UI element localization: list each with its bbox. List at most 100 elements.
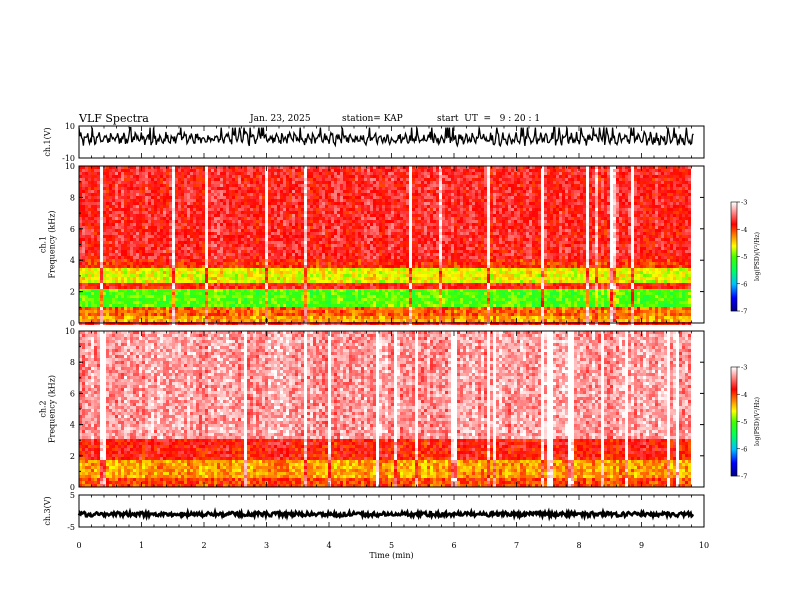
spectrogram-cell (280, 214, 283, 217)
spectrogram-cell (478, 196, 481, 199)
spectrogram-cell (199, 184, 202, 187)
spectrogram-cell (469, 232, 472, 235)
spectrogram-cell (265, 175, 268, 178)
spectrogram-cell (604, 205, 607, 208)
spectrogram-cell (610, 193, 613, 196)
spectrogram-cell (622, 196, 625, 199)
spectrogram-cell (352, 205, 355, 208)
spectrogram-cell (283, 208, 286, 211)
spectrogram-cell (286, 202, 289, 205)
spectrogram-cell (211, 205, 214, 208)
spectrogram-cell (226, 184, 229, 187)
spectrogram-cell (85, 211, 88, 214)
spectrogram-cell (553, 169, 556, 172)
spectrogram-cell (535, 175, 538, 178)
spectrogram-cell (238, 184, 241, 187)
spectrogram-cell (418, 184, 421, 187)
spectrogram-cell (361, 178, 364, 181)
spectrogram-cell (673, 172, 676, 175)
spectrogram-cell (139, 202, 142, 205)
spectrogram-cell (112, 181, 115, 184)
spectrogram-cell (292, 202, 295, 205)
spectrogram-cell (208, 190, 211, 193)
spectrogram-cell (259, 226, 262, 229)
spectrogram-cell (199, 220, 202, 223)
spectrogram-cell (460, 205, 463, 208)
spectrogram-cell (265, 229, 268, 232)
spectrogram-cell (151, 178, 154, 181)
spectrogram-cell (316, 190, 319, 193)
spectrogram-cell (658, 223, 661, 226)
spectrogram-cell (673, 205, 676, 208)
spectrogram-cell (319, 217, 322, 220)
spectrogram-cell (331, 223, 334, 226)
spectrogram-cell (532, 202, 535, 205)
spectrogram-cell (607, 220, 610, 223)
spectrogram-cell (88, 226, 91, 229)
spectrogram-cell (622, 205, 625, 208)
spectrogram-cell (661, 178, 664, 181)
spectrogram-cell (121, 169, 124, 172)
spectrogram-cell (364, 208, 367, 211)
spectrogram-cell (424, 211, 427, 214)
spectrogram-cell (364, 199, 367, 202)
spectrogram-cell (574, 196, 577, 199)
spectrogram-cell (607, 169, 610, 172)
spectrogram-cell (601, 211, 604, 214)
spectrogram-cell (682, 190, 685, 193)
spectrogram-cell (598, 205, 601, 208)
spectrogram-cell (91, 172, 94, 175)
spectrogram-cell (496, 169, 499, 172)
spectrogram-cell (439, 184, 442, 187)
spectrogram-cell (193, 235, 196, 238)
spectrogram-cell (259, 181, 262, 184)
spectrogram-cell (271, 208, 274, 211)
spectrogram-cell (550, 175, 553, 178)
spectrogram-cell (535, 169, 538, 172)
spectrogram-cell (220, 214, 223, 217)
spectrogram-cell (343, 184, 346, 187)
spectrogram-cell (124, 235, 127, 238)
spectrogram-cell (385, 217, 388, 220)
spectrogram-cell (169, 175, 172, 178)
spectrogram-cell (439, 226, 442, 229)
spectrogram-cell (547, 232, 550, 235)
spectrogram-cell (172, 172, 175, 175)
spectrogram-cell (421, 226, 424, 229)
spectrogram-cell (634, 196, 637, 199)
spectrogram-cell (463, 193, 466, 196)
spectrogram-cell (616, 235, 619, 238)
spectrogram-cell (535, 226, 538, 229)
spectrogram-cell (451, 232, 454, 235)
spectrogram-cell (166, 184, 169, 187)
spectrogram-cell (292, 229, 295, 232)
spectrogram-cell (565, 226, 568, 229)
spectrogram-cell (310, 178, 313, 181)
spectrogram-cell (493, 235, 496, 238)
spectrogram-cell (172, 190, 175, 193)
spectrogram-cell (451, 202, 454, 205)
spectrogram-cell (592, 217, 595, 220)
spectrogram-cell (100, 187, 103, 190)
spectrogram-cell (163, 184, 166, 187)
spectrogram-cell (109, 175, 112, 178)
spectrogram-cell (610, 214, 613, 217)
spectrogram-cell (637, 184, 640, 187)
spectrogram-cell (661, 229, 664, 232)
spectrogram-cell (643, 232, 646, 235)
spectrogram-cell (271, 220, 274, 223)
spectrogram-cell (166, 214, 169, 217)
spectrogram-cell (421, 205, 424, 208)
spectrogram-cell (145, 169, 148, 172)
spectrogram-cell (166, 220, 169, 223)
spectrogram-cell (88, 208, 91, 211)
spectrogram-cell (247, 229, 250, 232)
spectrogram-cell (424, 184, 427, 187)
spectrogram-cell (169, 172, 172, 175)
spectrogram-cell (307, 229, 310, 232)
spectrogram-cell (688, 199, 691, 202)
spectrogram-cell (220, 190, 223, 193)
spectrogram-cell (163, 229, 166, 232)
spectrogram-cell (514, 211, 517, 214)
spectrogram-cell (310, 187, 313, 190)
